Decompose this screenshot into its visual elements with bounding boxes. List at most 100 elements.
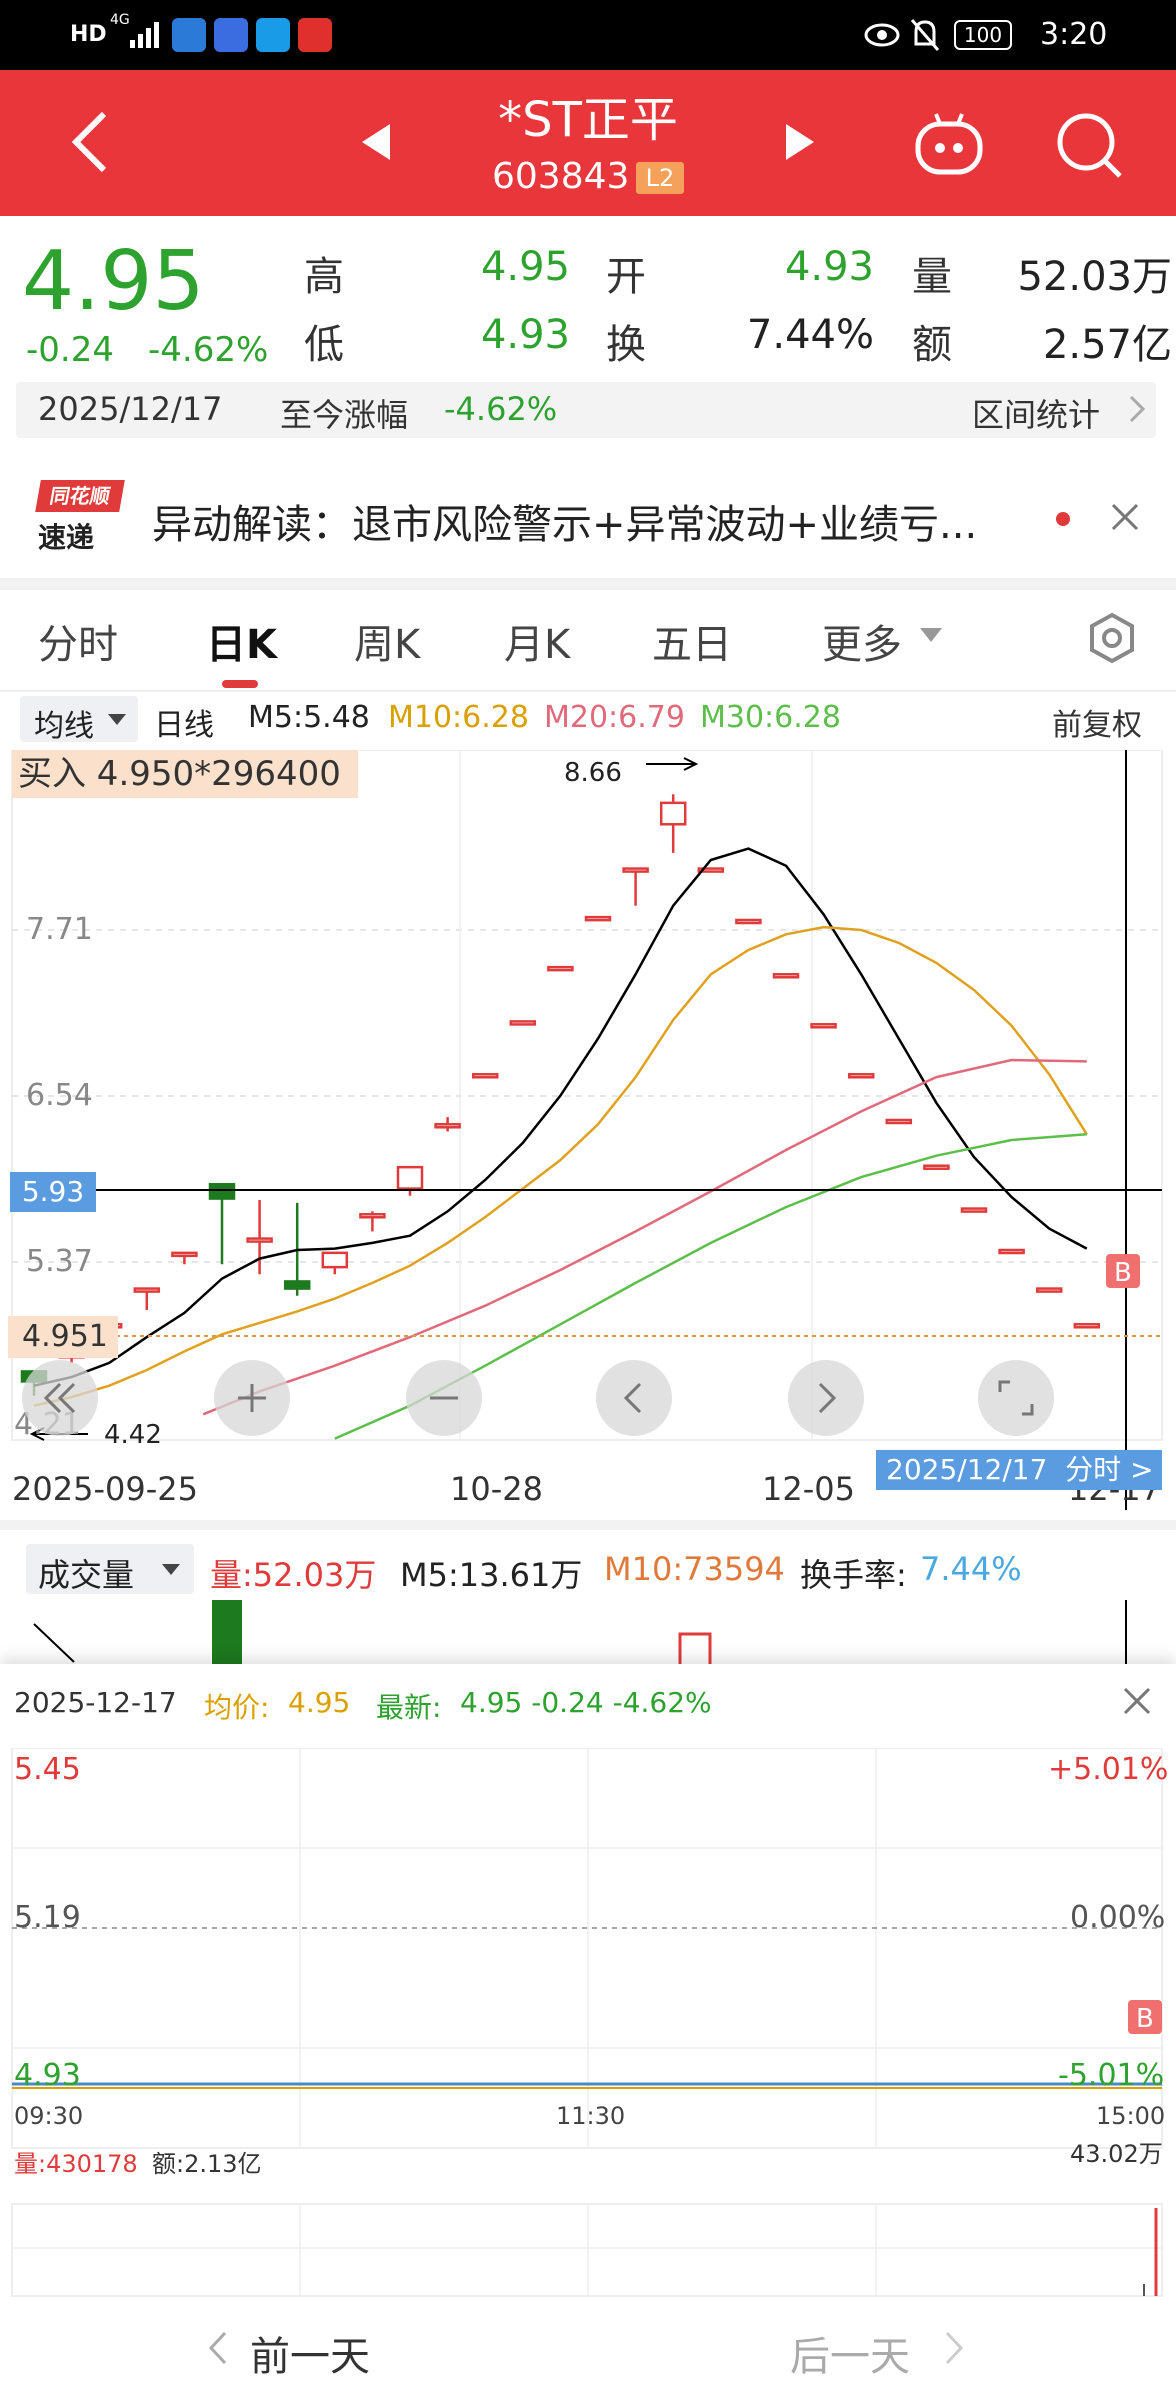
time-end: 15:00 xyxy=(1096,2102,1166,2130)
intraday-pct-mid: 0.00% xyxy=(1070,1900,1166,1935)
stock-code: 603843 xyxy=(492,156,630,197)
max-price-label: 8.66 xyxy=(564,758,622,788)
app-notification-icon xyxy=(172,18,206,52)
max-arrow-head xyxy=(683,757,699,771)
prev-stock-button[interactable] xyxy=(362,124,392,164)
dropdown-arrow-icon xyxy=(108,714,126,725)
hd-indicator: HD xyxy=(70,22,107,47)
tab-month-k[interactable]: 月K xyxy=(504,622,571,668)
volume-ma-line xyxy=(33,1623,75,1663)
prev-day-button[interactable]: 前一天 xyxy=(250,2334,370,2380)
ma5-line xyxy=(33,847,1088,1387)
volume-indicator-selector[interactable]: 成交量 xyxy=(26,1544,194,1594)
ths-express-logo: 同花顺 速递 xyxy=(35,480,130,554)
intraday-date: 2025-12-17 xyxy=(14,1686,177,1719)
candle-body xyxy=(1073,1323,1101,1329)
intraday-price-high: 5.45 xyxy=(14,1752,81,1787)
y-tick-3: 5.37 xyxy=(26,1244,93,1279)
volume-bar xyxy=(212,1600,242,1670)
buy-marker[interactable] xyxy=(1106,1254,1140,1288)
since-value: -4.62% xyxy=(444,390,558,428)
next-day-button[interactable]: 后一天 xyxy=(790,2334,910,2380)
tab-more[interactable]: 更多 xyxy=(822,622,902,668)
candle-body xyxy=(772,973,800,979)
dropdown-arrow-icon xyxy=(162,1564,180,1575)
ma-selector[interactable]: 均线 xyxy=(20,696,138,744)
candle-body xyxy=(960,1207,988,1213)
period-label: 日线 xyxy=(154,708,214,743)
amount-label: 额 xyxy=(912,322,952,368)
search-icon[interactable] xyxy=(1054,110,1124,184)
zoom-reset-button[interactable] xyxy=(22,1360,98,1436)
volume-value-legend: 量:52.03万 xyxy=(210,1556,377,1594)
intraday-volume: 量:430178 xyxy=(14,2150,138,2178)
adjust-mode[interactable]: 前复权 xyxy=(1052,708,1142,743)
time-mid: 11:30 xyxy=(556,2102,626,2130)
close-news-icon[interactable] xyxy=(1110,502,1140,536)
min-price-label: 4.42 xyxy=(104,1420,162,1450)
turnover-label: 换 xyxy=(606,322,646,368)
avg-price-label: 均价: xyxy=(204,1691,270,1724)
volume-indicator-label: 成交量 xyxy=(38,1556,135,1594)
stock-header: *ST正平 603843 L2 xyxy=(0,70,1176,216)
interval-stats-link[interactable]: 区间统计 xyxy=(972,396,1101,434)
ma10-legend: M10:6.28 xyxy=(388,700,529,735)
volume-m10-legend: M10:73594 xyxy=(604,1550,785,1588)
candle-body xyxy=(923,1164,950,1170)
zoom-in-button[interactable] xyxy=(214,1360,290,1436)
news-bar[interactable]: 同花顺 速递 异动解读：退市风险警示+异常波动+业绩亏... xyxy=(0,450,1176,578)
high-value: 4.95 xyxy=(480,244,570,290)
turnover-rate-label: 换手率: xyxy=(800,1556,907,1594)
ma-lines-group xyxy=(33,847,1088,1440)
intraday-popup: 2025-12-17 均价: 4.95 最新: 4.95 -0.24 -4.62… xyxy=(0,1664,1176,2400)
kline-chart[interactable]: 8.66 4.42 7.71 6.54 5.37 4.21 B xyxy=(0,750,1176,1510)
intraday-buy-marker[interactable] xyxy=(1128,2000,1162,2034)
turnover-rate-value: 7.44% xyxy=(920,1550,1022,1588)
search-app-icon xyxy=(256,18,290,52)
candle-body xyxy=(885,1118,913,1125)
open-value: 4.93 xyxy=(784,244,874,290)
network-indicator: 4G xyxy=(110,12,130,28)
stock-name: *ST正平 xyxy=(498,92,678,148)
tab-week-k[interactable]: 周K xyxy=(354,622,421,668)
price-change: -0.24 xyxy=(26,330,114,370)
tabs-divider xyxy=(0,690,1176,692)
intraday-chart[interactable]: B xyxy=(0,1748,1176,2308)
logo-top: 同花顺 xyxy=(35,480,125,512)
dropdown-arrow-icon xyxy=(920,628,942,648)
battery-indicator: 100 xyxy=(954,20,1012,50)
x-label-start: 2025-09-25 xyxy=(12,1470,198,1508)
buy-price-tag: 4.951 xyxy=(8,1316,118,1358)
ma-selector-label: 均线 xyxy=(34,709,94,744)
next-stock-button[interactable] xyxy=(784,124,814,164)
intraday-link-tag[interactable]: 2025/12/17 分时 > xyxy=(876,1450,1162,1490)
baidu-icon xyxy=(214,18,248,52)
candle-body xyxy=(810,1023,837,1029)
pan-left-button[interactable] xyxy=(596,1360,672,1436)
zoom-out-button[interactable] xyxy=(406,1360,482,1436)
volume-divider xyxy=(0,1520,1176,1530)
candle-body xyxy=(246,1237,273,1243)
close-icon[interactable] xyxy=(1122,1686,1152,1720)
pan-right-button[interactable] xyxy=(788,1360,864,1436)
tab-day-k[interactable]: 日K xyxy=(206,622,277,668)
ma20-legend: M20:6.79 xyxy=(544,700,685,735)
tab-five-day[interactable]: 五日 xyxy=(652,622,732,668)
intraday-price-mid: 5.19 xyxy=(14,1900,81,1935)
level2-badge[interactable]: L2 xyxy=(636,162,684,194)
back-button[interactable] xyxy=(70,110,110,178)
news-text[interactable]: 异动解读：退市风险警示+异常波动+业绩亏... xyxy=(152,502,978,548)
fullscreen-button[interactable] xyxy=(978,1360,1054,1436)
intraday-pct-low: -5.01% xyxy=(1058,2058,1165,2093)
date-bar[interactable]: 2025/12/17 至今涨幅 -4.62% 区间统计 xyxy=(16,382,1156,438)
date-bar-date: 2025/12/17 xyxy=(38,390,223,428)
chart-settings-icon[interactable] xyxy=(1086,612,1138,668)
candle-body xyxy=(434,1123,461,1129)
tab-fenshi[interactable]: 分时 xyxy=(38,622,118,668)
active-tab-indicator xyxy=(222,680,258,688)
since-label: 至今涨幅 xyxy=(280,396,409,434)
open-label: 开 xyxy=(606,254,646,300)
ma30-legend: M30:6.28 xyxy=(700,700,841,735)
candle-body xyxy=(359,1213,386,1219)
robot-assistant-icon[interactable] xyxy=(912,110,986,180)
